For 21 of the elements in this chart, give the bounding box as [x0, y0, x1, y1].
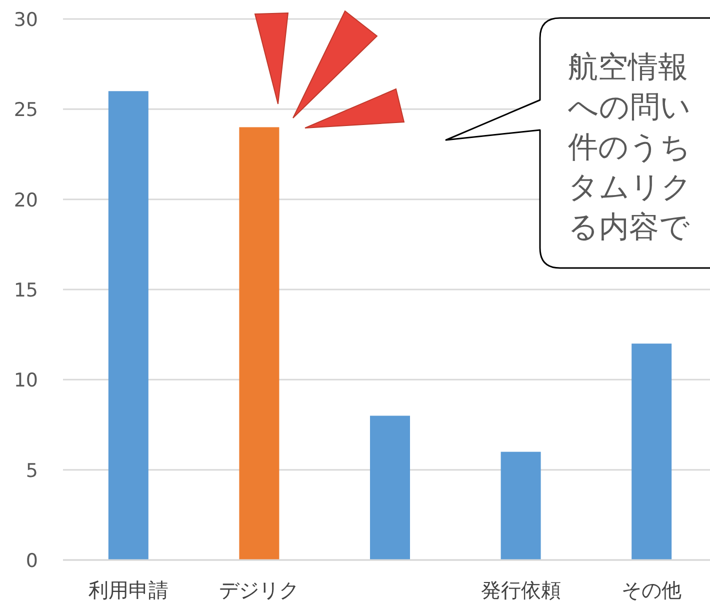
y-tick-label: 30 [14, 9, 38, 31]
bar [500, 452, 541, 560]
bar [370, 416, 410, 560]
annotation: る内容で [568, 210, 690, 245]
y-tick-label: 10 [14, 370, 38, 392]
annotation: 航空情報 [568, 50, 688, 85]
x-tick-label: 利用申請 [88, 578, 168, 602]
y-tick-label: 5 [26, 460, 38, 482]
bar [239, 127, 280, 560]
x-tick-label: その他 [622, 578, 682, 602]
y-tick-label: 20 [14, 189, 38, 212]
y-tick-label: 0 [26, 550, 38, 572]
annotation: タムリク [568, 170, 692, 205]
bar [632, 344, 672, 560]
x-tick-label: 発行依頼 [480, 578, 561, 602]
y-tick-label: 25 [14, 99, 38, 122]
bar [108, 91, 148, 560]
annotation: 件のうち [568, 130, 691, 165]
x-tick-label: デジリク [219, 578, 300, 602]
y-tick-label: 15 [14, 280, 38, 302]
annotation: への問い [568, 90, 691, 125]
